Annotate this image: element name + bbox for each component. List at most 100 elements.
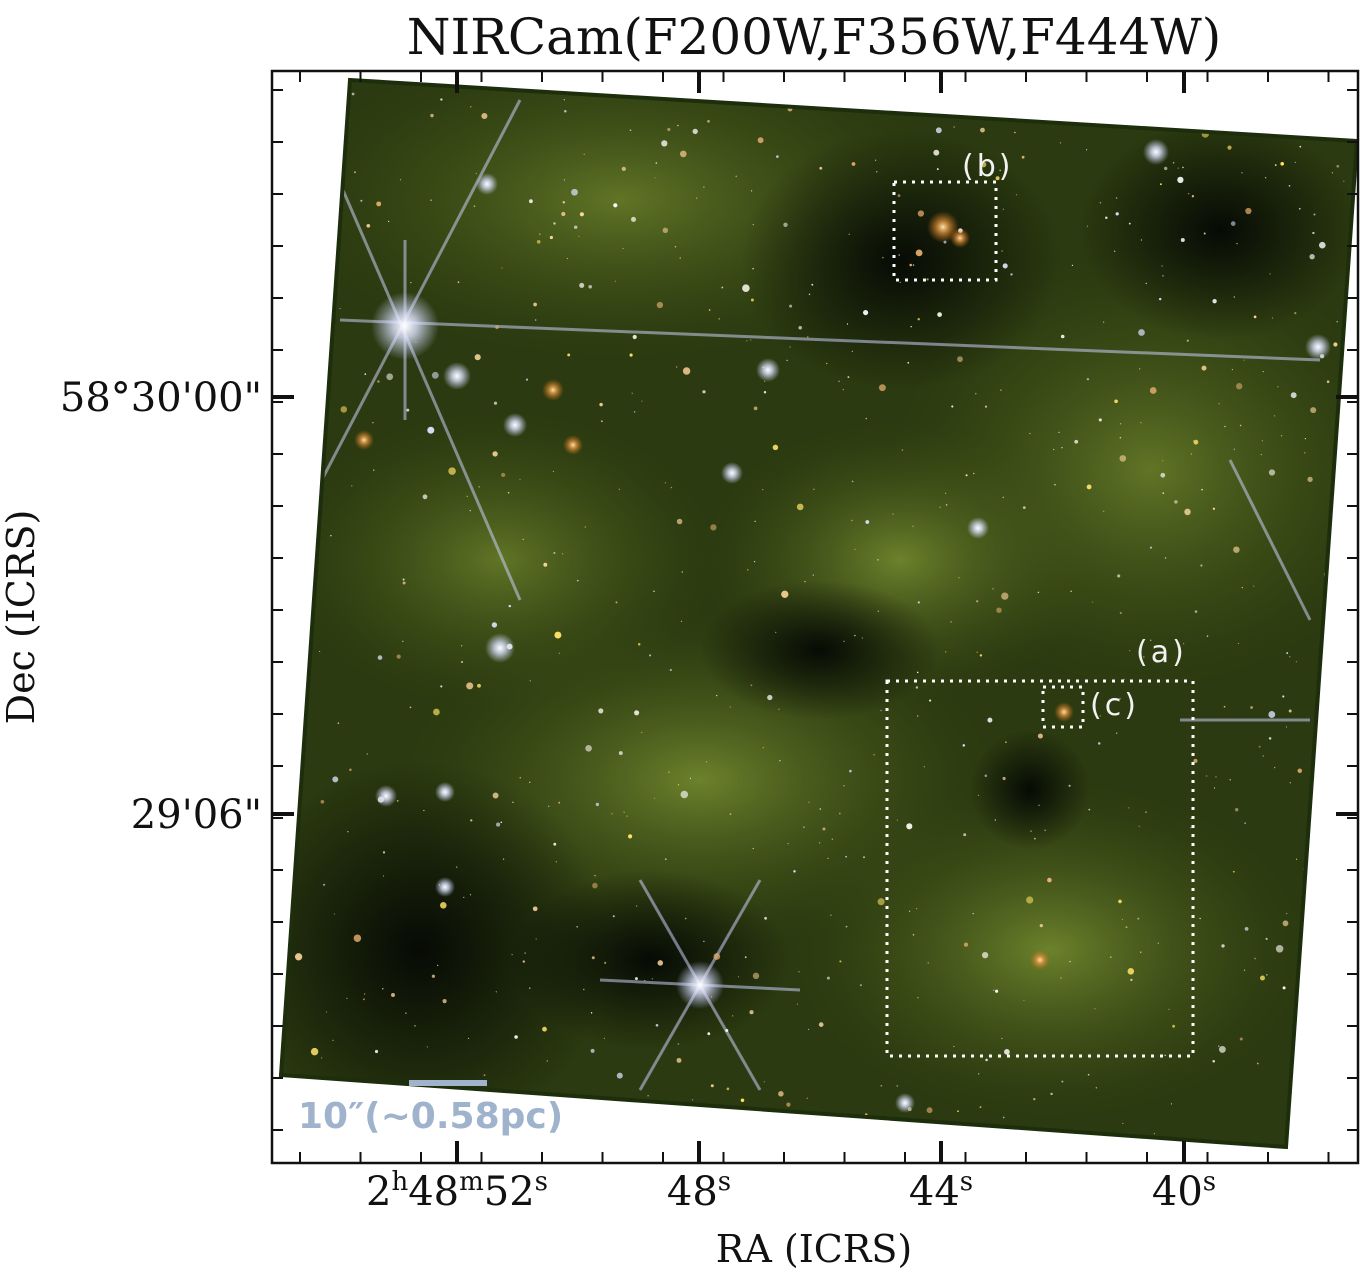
star [330, 184, 332, 186]
star [599, 402, 603, 407]
star [1088, 808, 1091, 811]
star [1253, 315, 1257, 319]
star [1274, 415, 1276, 417]
star [798, 971, 800, 973]
star [310, 1047, 319, 1056]
star [298, 745, 302, 750]
star [571, 188, 578, 196]
star [1239, 424, 1242, 427]
star [564, 110, 567, 113]
star [1231, 369, 1233, 371]
star [1139, 368, 1141, 370]
star [1233, 296, 1235, 298]
star [806, 1097, 808, 1099]
star [1241, 172, 1243, 174]
star [1224, 425, 1226, 428]
star [532, 906, 538, 912]
star [1128, 222, 1131, 225]
star [959, 85, 961, 87]
star [656, 301, 664, 309]
star [1233, 546, 1240, 553]
star [1232, 870, 1235, 873]
star [542, 1026, 547, 1032]
bright-star [967, 517, 989, 539]
star [1162, 275, 1164, 277]
star [576, 579, 579, 582]
star [1183, 643, 1185, 645]
star [528, 781, 531, 784]
star [1336, 321, 1338, 323]
star [562, 201, 566, 204]
star [1254, 957, 1256, 960]
star [865, 417, 867, 420]
star [662, 227, 669, 234]
star [501, 267, 503, 269]
star [1319, 241, 1326, 249]
star [1115, 212, 1119, 216]
star [1164, 166, 1168, 171]
star [1172, 161, 1175, 164]
star [508, 604, 511, 608]
star [1190, 827, 1192, 829]
star [377, 380, 380, 383]
star [1103, 321, 1105, 323]
star [431, 974, 436, 978]
star [347, 831, 349, 833]
star [1288, 185, 1291, 187]
star [1061, 1080, 1064, 1083]
star [1290, 392, 1297, 399]
star [598, 708, 604, 714]
star [1193, 758, 1198, 763]
star [880, 1084, 883, 1087]
star [500, 821, 503, 824]
star [1282, 986, 1286, 990]
star [1023, 999, 1025, 1002]
star [442, 999, 447, 1004]
star [746, 340, 748, 342]
star [332, 1039, 334, 1041]
bright-star [721, 462, 743, 484]
star [289, 749, 297, 757]
star [1330, 642, 1333, 645]
star [1212, 507, 1216, 510]
star [1194, 610, 1198, 613]
star [1337, 608, 1339, 610]
star [1039, 923, 1043, 928]
star [924, 108, 926, 111]
star [1164, 1054, 1166, 1057]
star [1158, 297, 1162, 301]
star [933, 149, 940, 156]
star [763, 1081, 765, 1083]
star [590, 1012, 593, 1014]
star [783, 222, 788, 227]
star [440, 98, 443, 101]
star [286, 187, 294, 195]
star [896, 819, 898, 821]
star [337, 722, 340, 724]
star [1343, 180, 1345, 182]
star [882, 256, 884, 259]
star [354, 171, 356, 174]
star [1015, 194, 1018, 196]
star [945, 492, 947, 494]
star [1129, 650, 1131, 652]
star [1262, 755, 1264, 757]
star [692, 1099, 694, 1101]
star [529, 680, 531, 682]
star [679, 257, 681, 259]
star [622, 247, 624, 250]
bright-star [443, 362, 471, 390]
star [1223, 705, 1226, 708]
star [677, 1043, 680, 1045]
star [772, 444, 779, 451]
star [1114, 399, 1118, 404]
star [1307, 476, 1313, 483]
star [1299, 145, 1302, 148]
x-tick-label-3: 44s [909, 1167, 973, 1215]
star [664, 482, 667, 484]
star [546, 1060, 548, 1062]
star [1294, 311, 1297, 315]
star [1005, 741, 1007, 743]
star [1336, 164, 1340, 168]
star [789, 304, 793, 308]
